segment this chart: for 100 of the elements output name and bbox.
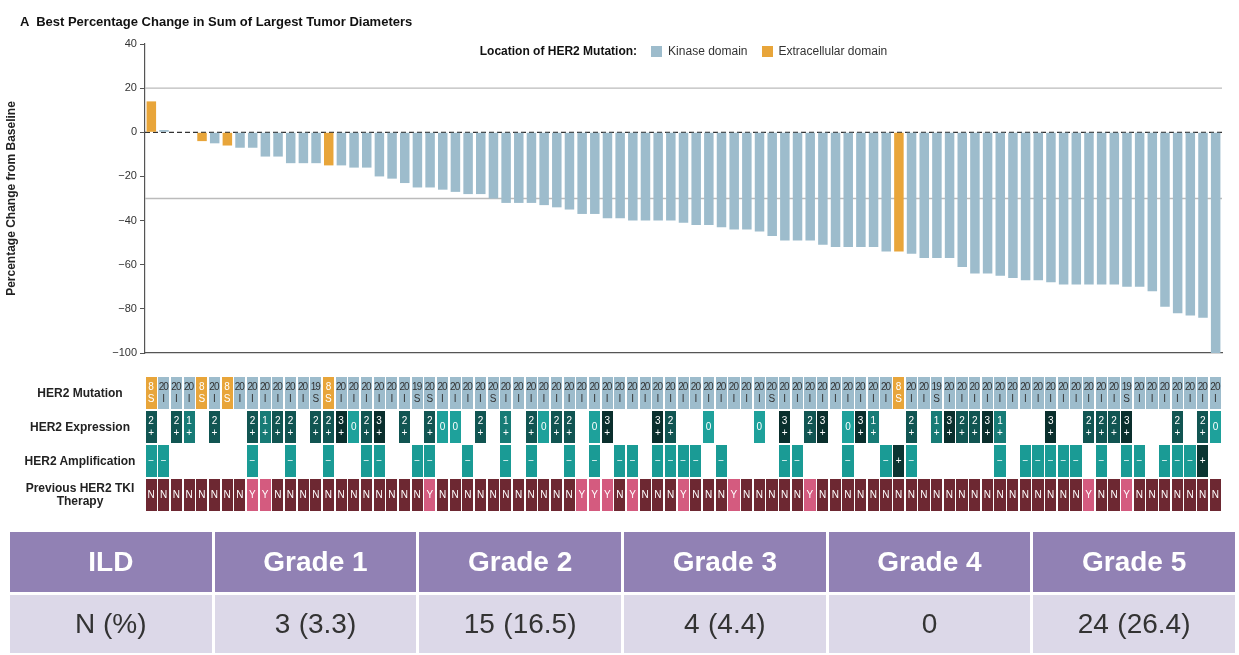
text: − [781,455,787,466]
text: Y [591,489,597,500]
data-label: 20 I [564,381,575,405]
bar [590,132,600,214]
bar [1160,132,1170,307]
text: N [1034,489,1041,500]
text: N [413,489,420,500]
text: − [997,455,1002,466]
y-tick-label: 40 [124,37,137,50]
text: − [667,455,673,466]
data-label: 20 I [1083,381,1094,405]
bar [501,132,511,203]
y-tick-label: −80 [118,301,137,314]
data-label: 20 I [1134,381,1145,405]
text: − [1073,455,1078,466]
bar [564,132,575,210]
text: 0 [921,608,938,639]
bar [1172,132,1183,314]
text: N [210,489,218,500]
data-label: 2 + [908,415,915,439]
text: N [1186,489,1193,500]
text: Y [730,489,737,500]
text: N [1047,489,1054,500]
data-label: 20 I [678,381,689,405]
data-label: 2 + [249,415,256,439]
text: Y [806,489,813,500]
text: Y [1085,489,1092,500]
data-label: 20 I [336,381,347,405]
text: N [996,489,1003,500]
data-label: 2 + [566,415,573,439]
text: − [1161,455,1167,466]
y-tick-label: −40 [118,213,137,226]
text: N [514,489,522,500]
data-label: 2 + [667,415,674,439]
data-label: 0 [1212,421,1219,433]
text: N [489,489,496,500]
text: N [1161,489,1168,500]
bar [425,132,435,188]
bar [1020,132,1031,281]
data-label: 20 I [994,381,1006,405]
data-label: 20 I [868,381,879,405]
data-label: 2 + [1199,415,1206,439]
text: 4 (4.4) [684,608,766,639]
text: N [1148,489,1155,500]
text: N [552,489,560,500]
bar [780,132,790,241]
text: N [654,489,661,500]
y-tick-label: HER2 Amplification [23,452,137,470]
bar [387,132,397,179]
data-label: 20 I [1058,381,1069,405]
text: N [172,489,180,500]
data-label: 20 I [1172,381,1183,405]
data-label: 20 I [386,381,397,405]
bar [1084,132,1094,285]
data-label: 20 I [260,381,271,405]
y-tick-label: 0 [130,125,137,138]
text: N [274,489,281,500]
data-label: 20 I [285,381,296,405]
text: N [945,489,952,500]
bar [197,132,207,142]
bar [1109,132,1120,285]
bar [957,132,967,267]
data-label: 3 + [604,415,611,439]
bar [1046,132,1056,283]
text: N [755,489,762,500]
bar [400,132,410,184]
data-label: 2 + [363,415,370,439]
text: N [1072,489,1079,500]
text: N [831,489,838,500]
text: − [464,455,470,466]
bar [767,132,777,237]
data-label: 20 I [652,381,663,405]
text: 3 (3.3) [274,608,357,639]
bar [222,132,233,146]
bar [792,132,803,241]
data-label: 20 I [614,381,625,405]
text: − [1035,455,1040,466]
bar [830,132,841,248]
bar [1134,132,1145,287]
text: N [286,489,294,500]
text: − [1187,455,1192,466]
data-label: 20 I [399,381,410,405]
text: − [249,455,255,466]
text: − [794,455,800,466]
data-label: 20 I [1007,381,1018,405]
text: − [591,455,597,466]
bar [628,132,638,221]
text: N [502,489,509,500]
data-label: 8 S [223,381,231,405]
bar [374,132,385,177]
data-label: 20 I [209,381,220,405]
legend-label: Extracellular domain [778,44,888,58]
data-label: 2 + [211,415,218,439]
data-label: 20 I [475,381,486,405]
text: N [540,489,547,500]
bar [982,132,993,274]
text: + [895,455,901,466]
bar [361,132,372,168]
data-label: 0 [439,421,446,433]
data-label: 3 + [338,415,345,439]
